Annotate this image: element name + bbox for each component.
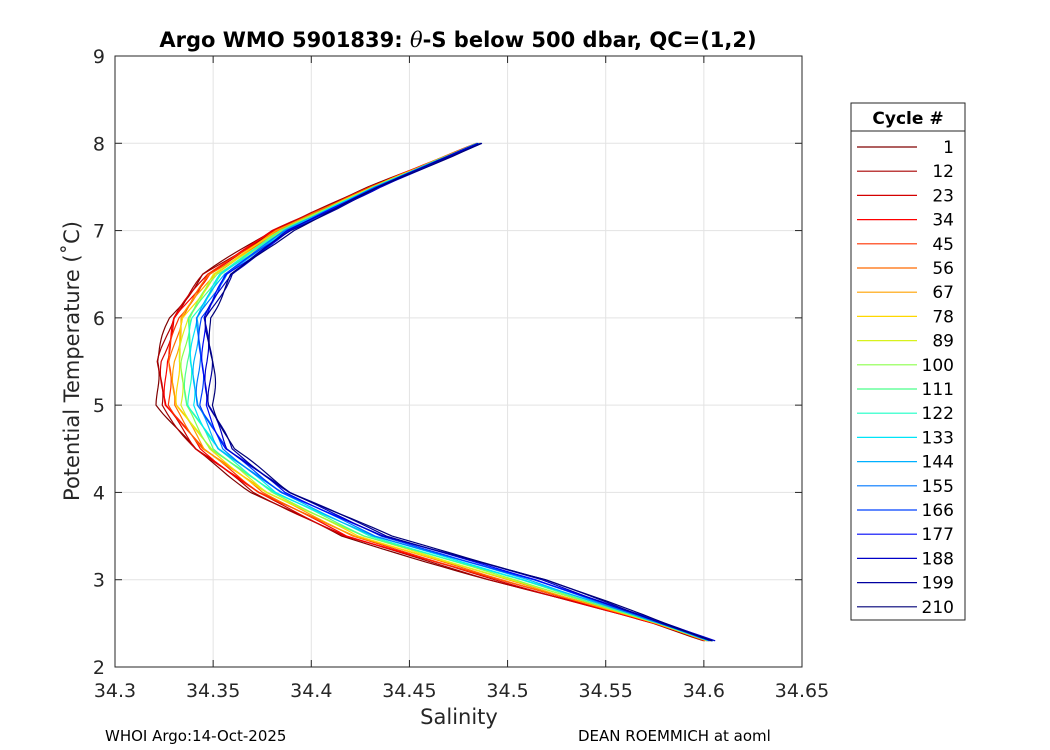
chart-title: Argo WMO 5901839: θ-S below 500 dbar, QC… (159, 28, 756, 52)
y-axis-label: Potential Temperature (˚C) (60, 221, 84, 501)
legend-label: 12 (932, 162, 954, 182)
legend-label: 144 (922, 453, 954, 473)
legend-label: 210 (922, 598, 954, 618)
legend-label: 199 (922, 574, 954, 594)
legend-label: 122 (922, 404, 954, 424)
legend-label: 89 (932, 332, 954, 352)
title-theta-symbol: θ (410, 28, 423, 52)
legend-label: 34 (932, 211, 954, 231)
legend: Cycle # 1 12 23 34 45 56 67 78 89 100 111 122 133 144… (850, 102, 966, 621)
profile-curves (155, 142, 716, 642)
x-tick-label: 34.3 (94, 680, 136, 702)
legend-label: 188 (922, 549, 954, 569)
legend-label: 78 (932, 307, 954, 327)
x-tick-label: 34.65 (775, 680, 829, 702)
y-tick-label: 7 (93, 221, 105, 243)
y-tick-label: 4 (93, 482, 105, 504)
legend-label: 45 (932, 235, 954, 255)
y-tick-label: 5 (93, 395, 105, 417)
profile-line-cycle-210 (208, 142, 712, 642)
legend-label: 166 (922, 501, 954, 521)
axes: 34.3 34.35 34.4 34.45 34.5 34.55 34.6 34.65 2 3 4 5… (93, 46, 829, 702)
legend-title: Cycle # (872, 109, 943, 129)
y-tick-label: 2 (93, 657, 105, 679)
y-tick-label: 8 (93, 133, 105, 155)
y-tick-label: 6 (93, 308, 105, 330)
legend-label: 56 (932, 259, 954, 279)
footer-left: WHOI Argo:14-Oct-2025 (105, 727, 286, 745)
y-tick-label: 9 (93, 46, 105, 68)
legend-label: 100 (922, 356, 954, 376)
title-prefix: Argo WMO 5901839: (159, 28, 410, 52)
x-tick-label: 34.55 (579, 680, 633, 702)
x-tick-label: 34.45 (382, 680, 436, 702)
footer-right: DEAN ROEMMICH at aoml (578, 727, 771, 745)
legend-label: 155 (922, 477, 954, 497)
legend-label: 67 (932, 283, 954, 303)
legend-label: 177 (922, 525, 954, 545)
legend-label: 111 (922, 380, 954, 400)
legend-label: 23 (932, 186, 954, 206)
title-suffix: -S below 500 dbar, QC=(1,2) (423, 28, 757, 52)
x-tick-label: 34.4 (290, 680, 332, 702)
profile-line-cycle-199 (204, 142, 713, 642)
legend-label: 1 (943, 138, 954, 158)
x-tick-label: 34.6 (683, 680, 725, 702)
plot-frame (114, 55, 803, 668)
y-tick-label: 3 (93, 570, 105, 592)
plot-area (115, 56, 802, 667)
grid-lines (114, 55, 803, 668)
legend-label: 133 (922, 428, 954, 448)
x-tick-label: 34.35 (186, 680, 240, 702)
profile-line-cycle-166 (198, 142, 710, 642)
x-axis-label: Salinity (420, 705, 498, 729)
x-tick-label: 34.5 (486, 680, 528, 702)
